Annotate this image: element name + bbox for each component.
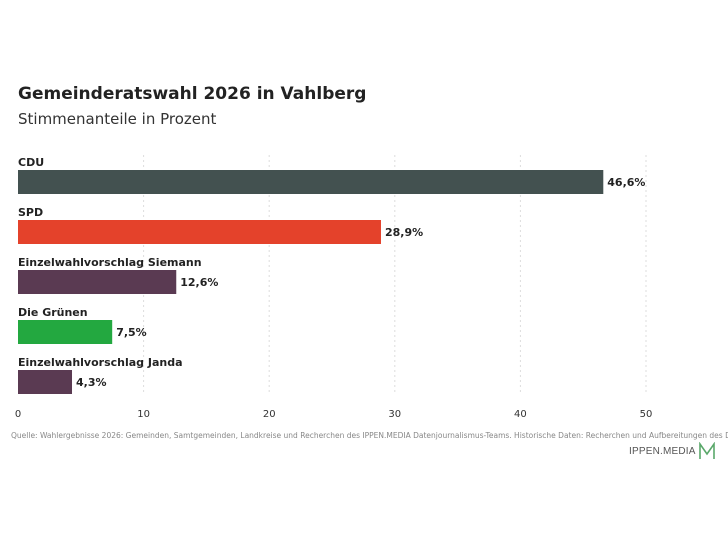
category-label: Einzelwahlvorschlag Janda (18, 356, 183, 369)
source-note: Quelle: Wahlergebnisse 2026: Gemeinden, … (11, 431, 728, 440)
bar (18, 220, 381, 244)
bar (18, 320, 113, 344)
category-label: SPD (18, 206, 43, 219)
logo-text: IPPEN.MEDIA (629, 445, 696, 457)
category-label: CDU (18, 156, 44, 169)
bar (18, 170, 604, 194)
x-tick-label: 10 (137, 409, 150, 420)
chart-title: Gemeinderatswahl 2026 in Vahlberg (18, 84, 367, 104)
bar-chart: CDU 46,6% SPD 28,9% Einzelwahlvorschlag Siem… (15, 155, 653, 420)
x-tick-label: 20 (263, 409, 276, 420)
bar (18, 370, 73, 394)
bar (18, 270, 177, 294)
category-label: Die Grünen (18, 306, 88, 319)
value-label: 4,3% (76, 376, 107, 389)
x-tick-label: 50 (640, 409, 653, 420)
x-tick-label: 30 (388, 409, 401, 420)
chart-subtitle: Stimmenanteile in Prozent (18, 110, 217, 128)
value-label: 7,5% (116, 326, 147, 339)
publisher-logo: IPPEN.MEDIA (629, 442, 715, 460)
logo-mark-icon (698, 442, 715, 459)
category-label: Einzelwahlvorschlag Siemann (18, 256, 202, 269)
value-label: 46,6% (607, 176, 645, 189)
value-label: 12,6% (180, 276, 218, 289)
value-label: 28,9% (385, 226, 423, 239)
x-tick-label: 40 (514, 409, 527, 420)
x-tick-label: 0 (15, 409, 21, 420)
